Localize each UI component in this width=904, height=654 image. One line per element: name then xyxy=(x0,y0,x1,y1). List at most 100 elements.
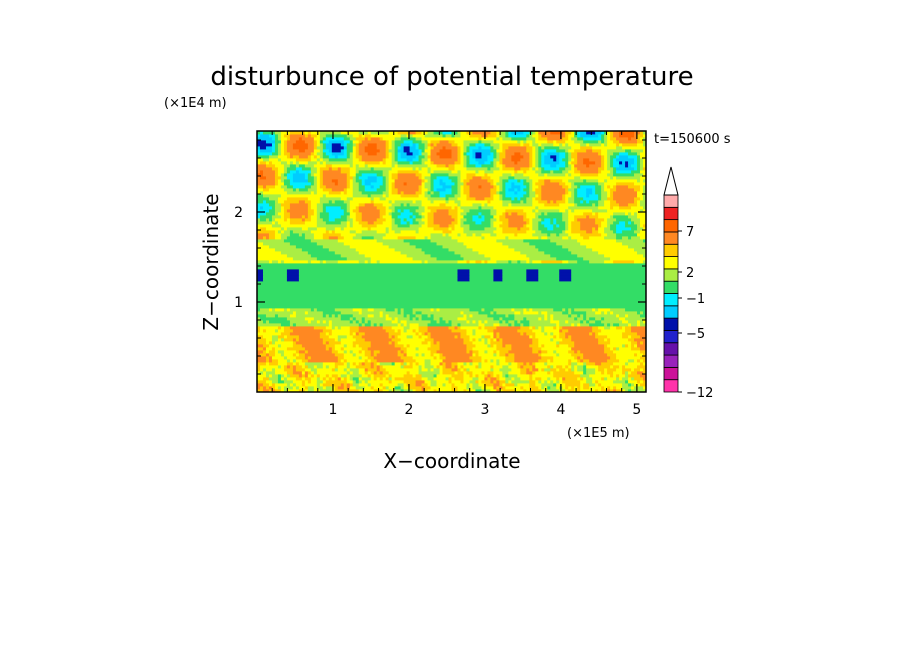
field-cell xyxy=(499,374,503,378)
field-cell xyxy=(418,158,422,162)
field-cell xyxy=(385,233,431,237)
field-cell xyxy=(601,188,605,192)
field-cell xyxy=(418,167,422,171)
field-cell xyxy=(292,188,297,192)
field-cell xyxy=(358,350,363,354)
field-cell xyxy=(643,260,646,264)
field-cell xyxy=(466,362,470,366)
field-cell xyxy=(349,230,357,234)
field-cell xyxy=(352,317,357,321)
field-cell xyxy=(508,362,512,366)
field-cell xyxy=(622,230,635,234)
field-cell xyxy=(370,260,378,264)
field-cell xyxy=(439,347,467,351)
field-cell xyxy=(274,212,279,216)
field-cell xyxy=(457,260,467,264)
field-cell xyxy=(295,350,300,354)
field-cell xyxy=(337,386,345,390)
field-cell xyxy=(376,176,384,180)
field-cell xyxy=(343,191,348,195)
field-cell xyxy=(382,389,390,392)
field-cell xyxy=(313,212,318,216)
field-cell xyxy=(508,365,518,369)
field-cell xyxy=(277,260,282,264)
field-cell xyxy=(622,389,626,392)
field-cell xyxy=(418,332,422,336)
field-cell xyxy=(514,233,518,237)
field-cell xyxy=(514,188,518,192)
field-cell xyxy=(445,362,452,366)
field-cell xyxy=(481,233,491,237)
field-cell xyxy=(280,251,309,255)
field-cell xyxy=(257,212,267,216)
field-cell xyxy=(622,365,626,369)
field-cell xyxy=(388,374,393,378)
field-cell xyxy=(457,146,461,150)
field-cell xyxy=(310,131,321,135)
field-cell xyxy=(559,329,563,333)
field-cell xyxy=(415,332,419,336)
field-cell xyxy=(343,149,348,153)
field-cell xyxy=(352,152,357,156)
field-cell xyxy=(349,350,354,354)
field-cell xyxy=(436,389,452,392)
field-cell xyxy=(499,386,503,390)
field-cell xyxy=(493,353,497,357)
field-cell xyxy=(418,371,440,375)
field-cell xyxy=(469,185,479,189)
field-cell xyxy=(400,320,408,324)
field-cell xyxy=(307,389,315,392)
field-cell xyxy=(577,194,587,198)
field-cell xyxy=(301,374,306,378)
field-cell xyxy=(463,341,473,345)
field-cell xyxy=(619,164,626,168)
field-cell xyxy=(304,131,309,135)
field-cell xyxy=(586,194,590,198)
field-cell xyxy=(550,338,554,342)
field-cell xyxy=(385,227,390,231)
field-cell xyxy=(556,224,560,228)
field-cell xyxy=(349,185,354,189)
field-cell xyxy=(328,341,342,345)
field-cell xyxy=(307,173,312,177)
field-cell xyxy=(292,155,300,159)
field-cell xyxy=(400,251,425,255)
field-cell xyxy=(460,152,464,156)
field-cell xyxy=(257,131,261,135)
field-cell xyxy=(418,194,425,198)
field-cell xyxy=(643,167,646,171)
field-cell xyxy=(274,200,279,204)
field-cell xyxy=(388,386,396,390)
field-cell xyxy=(598,227,605,231)
field-cell xyxy=(385,161,393,165)
field-cell xyxy=(277,377,282,381)
field-cell xyxy=(526,191,530,195)
field-cell xyxy=(295,341,324,345)
field-cell xyxy=(484,254,527,258)
field-cell xyxy=(604,200,611,204)
field-cell xyxy=(340,170,351,174)
field-cell xyxy=(382,371,390,375)
field-cell xyxy=(550,221,554,225)
field-cell xyxy=(460,149,464,153)
field-cell xyxy=(502,269,527,273)
field-cell xyxy=(451,170,458,174)
field-cell xyxy=(349,317,354,321)
field-cell xyxy=(550,365,554,369)
field-cell xyxy=(424,365,434,369)
field-cell xyxy=(607,338,611,342)
field-cell xyxy=(322,218,330,222)
field-cell xyxy=(466,233,473,237)
field-cell xyxy=(613,380,626,384)
field-cell xyxy=(466,173,476,177)
field-cell xyxy=(307,227,318,231)
field-cell xyxy=(421,203,440,207)
field-cell xyxy=(580,374,590,378)
field-cell xyxy=(292,257,318,261)
field-cell xyxy=(373,353,378,357)
field-cell xyxy=(553,227,566,231)
field-cell xyxy=(257,281,646,285)
field-cell xyxy=(565,143,569,147)
field-cell xyxy=(370,134,402,138)
x-axis-label: X−coordinate xyxy=(383,449,520,473)
